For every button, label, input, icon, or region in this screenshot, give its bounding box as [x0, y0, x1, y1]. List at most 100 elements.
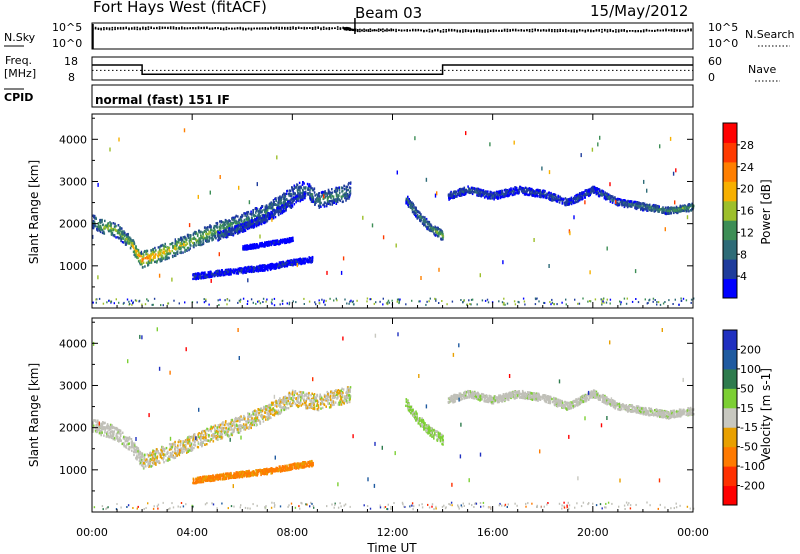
power-cell: [199, 243, 201, 247]
power-cell: [275, 199, 277, 203]
power-cell: [243, 220, 245, 223]
noise-point: [414, 29, 417, 32]
power-cell: [261, 220, 264, 223]
power-cell: [123, 241, 125, 244]
noise-point: [503, 28, 506, 31]
noise-point: [403, 29, 406, 32]
power-cell: [226, 221, 229, 224]
power-cell: [92, 221, 94, 225]
power-cell: [331, 191, 334, 194]
frequency-series: [92, 64, 693, 76]
power-cell: [285, 207, 287, 210]
power-cell: [603, 193, 606, 196]
power-cell: [459, 192, 462, 195]
power-cell: [478, 189, 481, 193]
power-cell: [204, 275, 206, 279]
power-cell: [247, 210, 250, 214]
power-cell: [660, 208, 663, 211]
power-cell: [430, 228, 432, 231]
power-cell: [310, 200, 313, 203]
power-cell: [514, 188, 517, 191]
power-cell: [186, 246, 189, 250]
noise-point: [147, 28, 150, 30]
power-cell: [183, 246, 186, 249]
noise-point: [590, 29, 592, 32]
beam-label: Beam 03: [355, 4, 422, 22]
noise-point: [119, 28, 122, 30]
power-cell: [550, 303, 552, 306]
power-cell: [542, 189, 545, 192]
noise-point: [272, 27, 275, 29]
power-cell: [219, 273, 221, 276]
power-cell: [269, 212, 271, 216]
power-cell: [283, 265, 286, 268]
power-cell: [94, 224, 97, 228]
power-cell: [648, 203, 651, 206]
power-cell: [115, 229, 118, 232]
power-cell: [552, 195, 554, 198]
power-cell: [159, 258, 162, 261]
power-cell: [264, 206, 267, 209]
power-cell: [176, 252, 179, 256]
power-cell: [284, 263, 286, 266]
power-cell: [152, 257, 155, 260]
power-cell: [638, 201, 640, 204]
power-cell: [620, 202, 623, 205]
noise-point: [576, 29, 578, 32]
power-cell: [185, 248, 188, 252]
power-cell: [525, 189, 528, 193]
power-cell: [244, 214, 246, 217]
power-cell: [261, 205, 263, 208]
noise-point: [250, 28, 253, 31]
power-cell: [471, 191, 473, 194]
power-cell: [464, 190, 466, 194]
power-cell: [691, 208, 693, 211]
power-cell: [290, 198, 292, 201]
power-cell: [528, 187, 531, 190]
power-cell: [289, 237, 292, 241]
power-cell: [238, 268, 241, 271]
power-cell: [169, 252, 172, 255]
power-cell: [329, 200, 331, 203]
power-cell: [257, 210, 259, 213]
power-cell: [270, 201, 272, 204]
power-cell: [468, 299, 470, 302]
power-cell: [544, 195, 547, 198]
noise-point: [336, 26, 339, 28]
noise-point: [169, 26, 172, 28]
power-cell: [345, 189, 348, 192]
power-cell: [174, 252, 177, 255]
power-cell: [220, 269, 223, 272]
noise-point: [128, 28, 130, 31]
power-cell: [335, 195, 338, 198]
power-cell: [258, 217, 261, 220]
noise-point: [578, 29, 581, 32]
noise-point: [437, 28, 439, 31]
power-cell: [426, 227, 428, 230]
power-cell: [564, 203, 566, 207]
power-cell: [240, 219, 242, 223]
power-cell: [269, 206, 272, 210]
power-cell: [230, 233, 233, 236]
power-cell: [255, 211, 257, 214]
power-cell: [567, 200, 569, 203]
power-cell: [581, 197, 584, 200]
power-cell: [265, 267, 268, 270]
noise-point: [459, 29, 461, 32]
power-cell: [205, 230, 207, 234]
power-cell: [292, 188, 294, 191]
power-cell: [666, 206, 669, 209]
noise-point: [117, 28, 119, 30]
power-cell: [237, 224, 240, 227]
power-cell: [635, 207, 637, 210]
noise-point: [289, 26, 292, 29]
power-cell: [333, 201, 335, 204]
power-cell: [329, 297, 331, 300]
power-cell: [626, 204, 628, 207]
noise-point: [142, 26, 144, 29]
power-cell: [550, 194, 553, 198]
power-cell: [575, 193, 578, 197]
power-cell: [209, 275, 211, 278]
power-cell: [588, 194, 590, 198]
power-cell: [348, 181, 350, 185]
